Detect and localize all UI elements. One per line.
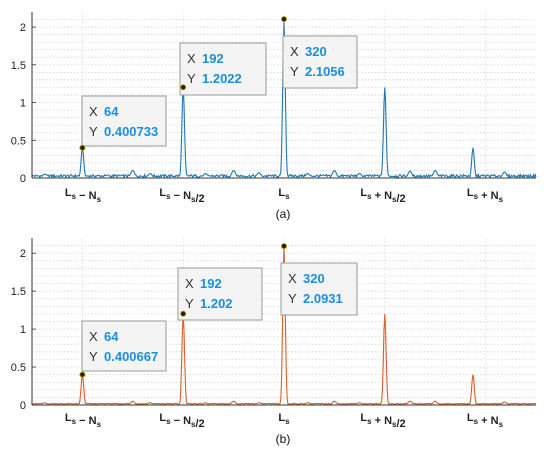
datatip-box — [282, 35, 358, 89]
y-tick-label: 0.5 — [11, 362, 26, 374]
chart-panel-a: 0 0.5 1 1.5 2 Ls − Ns Ls − Ns/2 Ls Ls + Ns/2 Ls +… — [11, 12, 537, 221]
datatip-y-value: 1.2022 — [202, 71, 242, 86]
datatip-x-key: X — [290, 44, 299, 59]
datatip-y-value: 2.0931 — [303, 291, 343, 306]
datatip-box — [177, 267, 263, 321]
datatip-1[interactable]: X 192 Y 1.2022 — [179, 42, 267, 96]
category-tick-label-4: Ls + Ns — [467, 412, 504, 429]
category-tick-label-3: Ls + Ns/2 — [360, 412, 405, 430]
datatip-box — [280, 262, 358, 316]
datatip-x-value: 320 — [305, 44, 327, 59]
datatip-2[interactable]: X 320 Y 2.0931 — [280, 243, 358, 316]
datatip-box — [81, 320, 167, 372]
y-tick-label: 1 — [20, 98, 26, 110]
y-tick-label: 0 — [20, 400, 26, 412]
datatip-box — [81, 95, 167, 147]
datatip-marker[interactable] — [79, 144, 86, 151]
datatip-x-value: 320 — [303, 271, 325, 286]
datatip-marker[interactable] — [180, 84, 187, 91]
datatip-x-key: X — [187, 51, 196, 66]
datatip-marker[interactable] — [280, 16, 287, 23]
datatip-y-value: 1.202 — [200, 296, 233, 311]
y-tick-label: 1.5 — [11, 60, 26, 72]
category-tick-label-1: Ls − Ns/2 — [159, 187, 204, 205]
y-tick-label: 2 — [20, 248, 26, 260]
y-tick-label: 2 — [20, 22, 26, 34]
y-tick-label: 0 — [20, 173, 26, 185]
panel-caption: (b) — [276, 432, 291, 446]
datatip-marker[interactable] — [79, 371, 86, 378]
category-tick-label-0: Ls − Ns — [65, 412, 102, 429]
datatip-marker[interactable] — [280, 243, 287, 250]
datatip-marker[interactable] — [180, 310, 187, 317]
category-tick-label-2: Ls — [278, 187, 290, 201]
category-tick-label-1: Ls − Ns/2 — [159, 412, 204, 430]
datatip-x-key: X — [89, 329, 98, 344]
y-tick-label: 1.5 — [11, 286, 26, 298]
datatip-y-key: Y — [185, 296, 194, 311]
datatip-y-value: 0.400733 — [104, 124, 158, 139]
category-tick-label-2: Ls — [278, 412, 290, 426]
datatip-x-value: 192 — [202, 51, 224, 66]
datatip-y-key: Y — [290, 64, 299, 79]
category-tick-label-4: Ls + Ns — [467, 187, 504, 204]
y-tick-label: 0.5 — [11, 135, 26, 147]
datatip-x-key: X — [185, 276, 194, 291]
datatip-x-value: 64 — [104, 329, 119, 344]
y-tick-label: 1 — [20, 324, 26, 336]
datatip-x-key: X — [288, 271, 297, 286]
category-tick-label-0: Ls − Ns — [65, 187, 102, 204]
datatip-y-key: Y — [89, 349, 98, 364]
datatip-0[interactable]: X 64 Y 0.400667 — [79, 320, 167, 378]
datatip-1[interactable]: X 192 Y 1.202 — [177, 267, 263, 321]
datatip-x-value: 192 — [200, 276, 222, 291]
datatip-box — [179, 42, 267, 96]
datatip-y-value: 0.400667 — [104, 349, 158, 364]
datatip-x-value: 64 — [104, 104, 119, 119]
datatip-2[interactable]: X 320 Y 2.1056 — [280, 16, 358, 89]
datatip-y-value: 2.1056 — [305, 64, 345, 79]
datatip-y-key: Y — [187, 71, 196, 86]
datatip-x-key: X — [89, 104, 98, 119]
chart-panel-b: 0 0.5 1 1.5 2 Ls − Ns Ls − Ns/2 Ls Ls + Ns/2 Ls +… — [11, 238, 537, 446]
datatip-y-key: Y — [89, 124, 98, 139]
panel-caption: (a) — [276, 207, 291, 221]
category-tick-label-3: Ls + Ns/2 — [360, 187, 405, 205]
datatip-y-key: Y — [288, 291, 297, 306]
datatip-0[interactable]: X 64 Y 0.400733 — [79, 95, 167, 151]
